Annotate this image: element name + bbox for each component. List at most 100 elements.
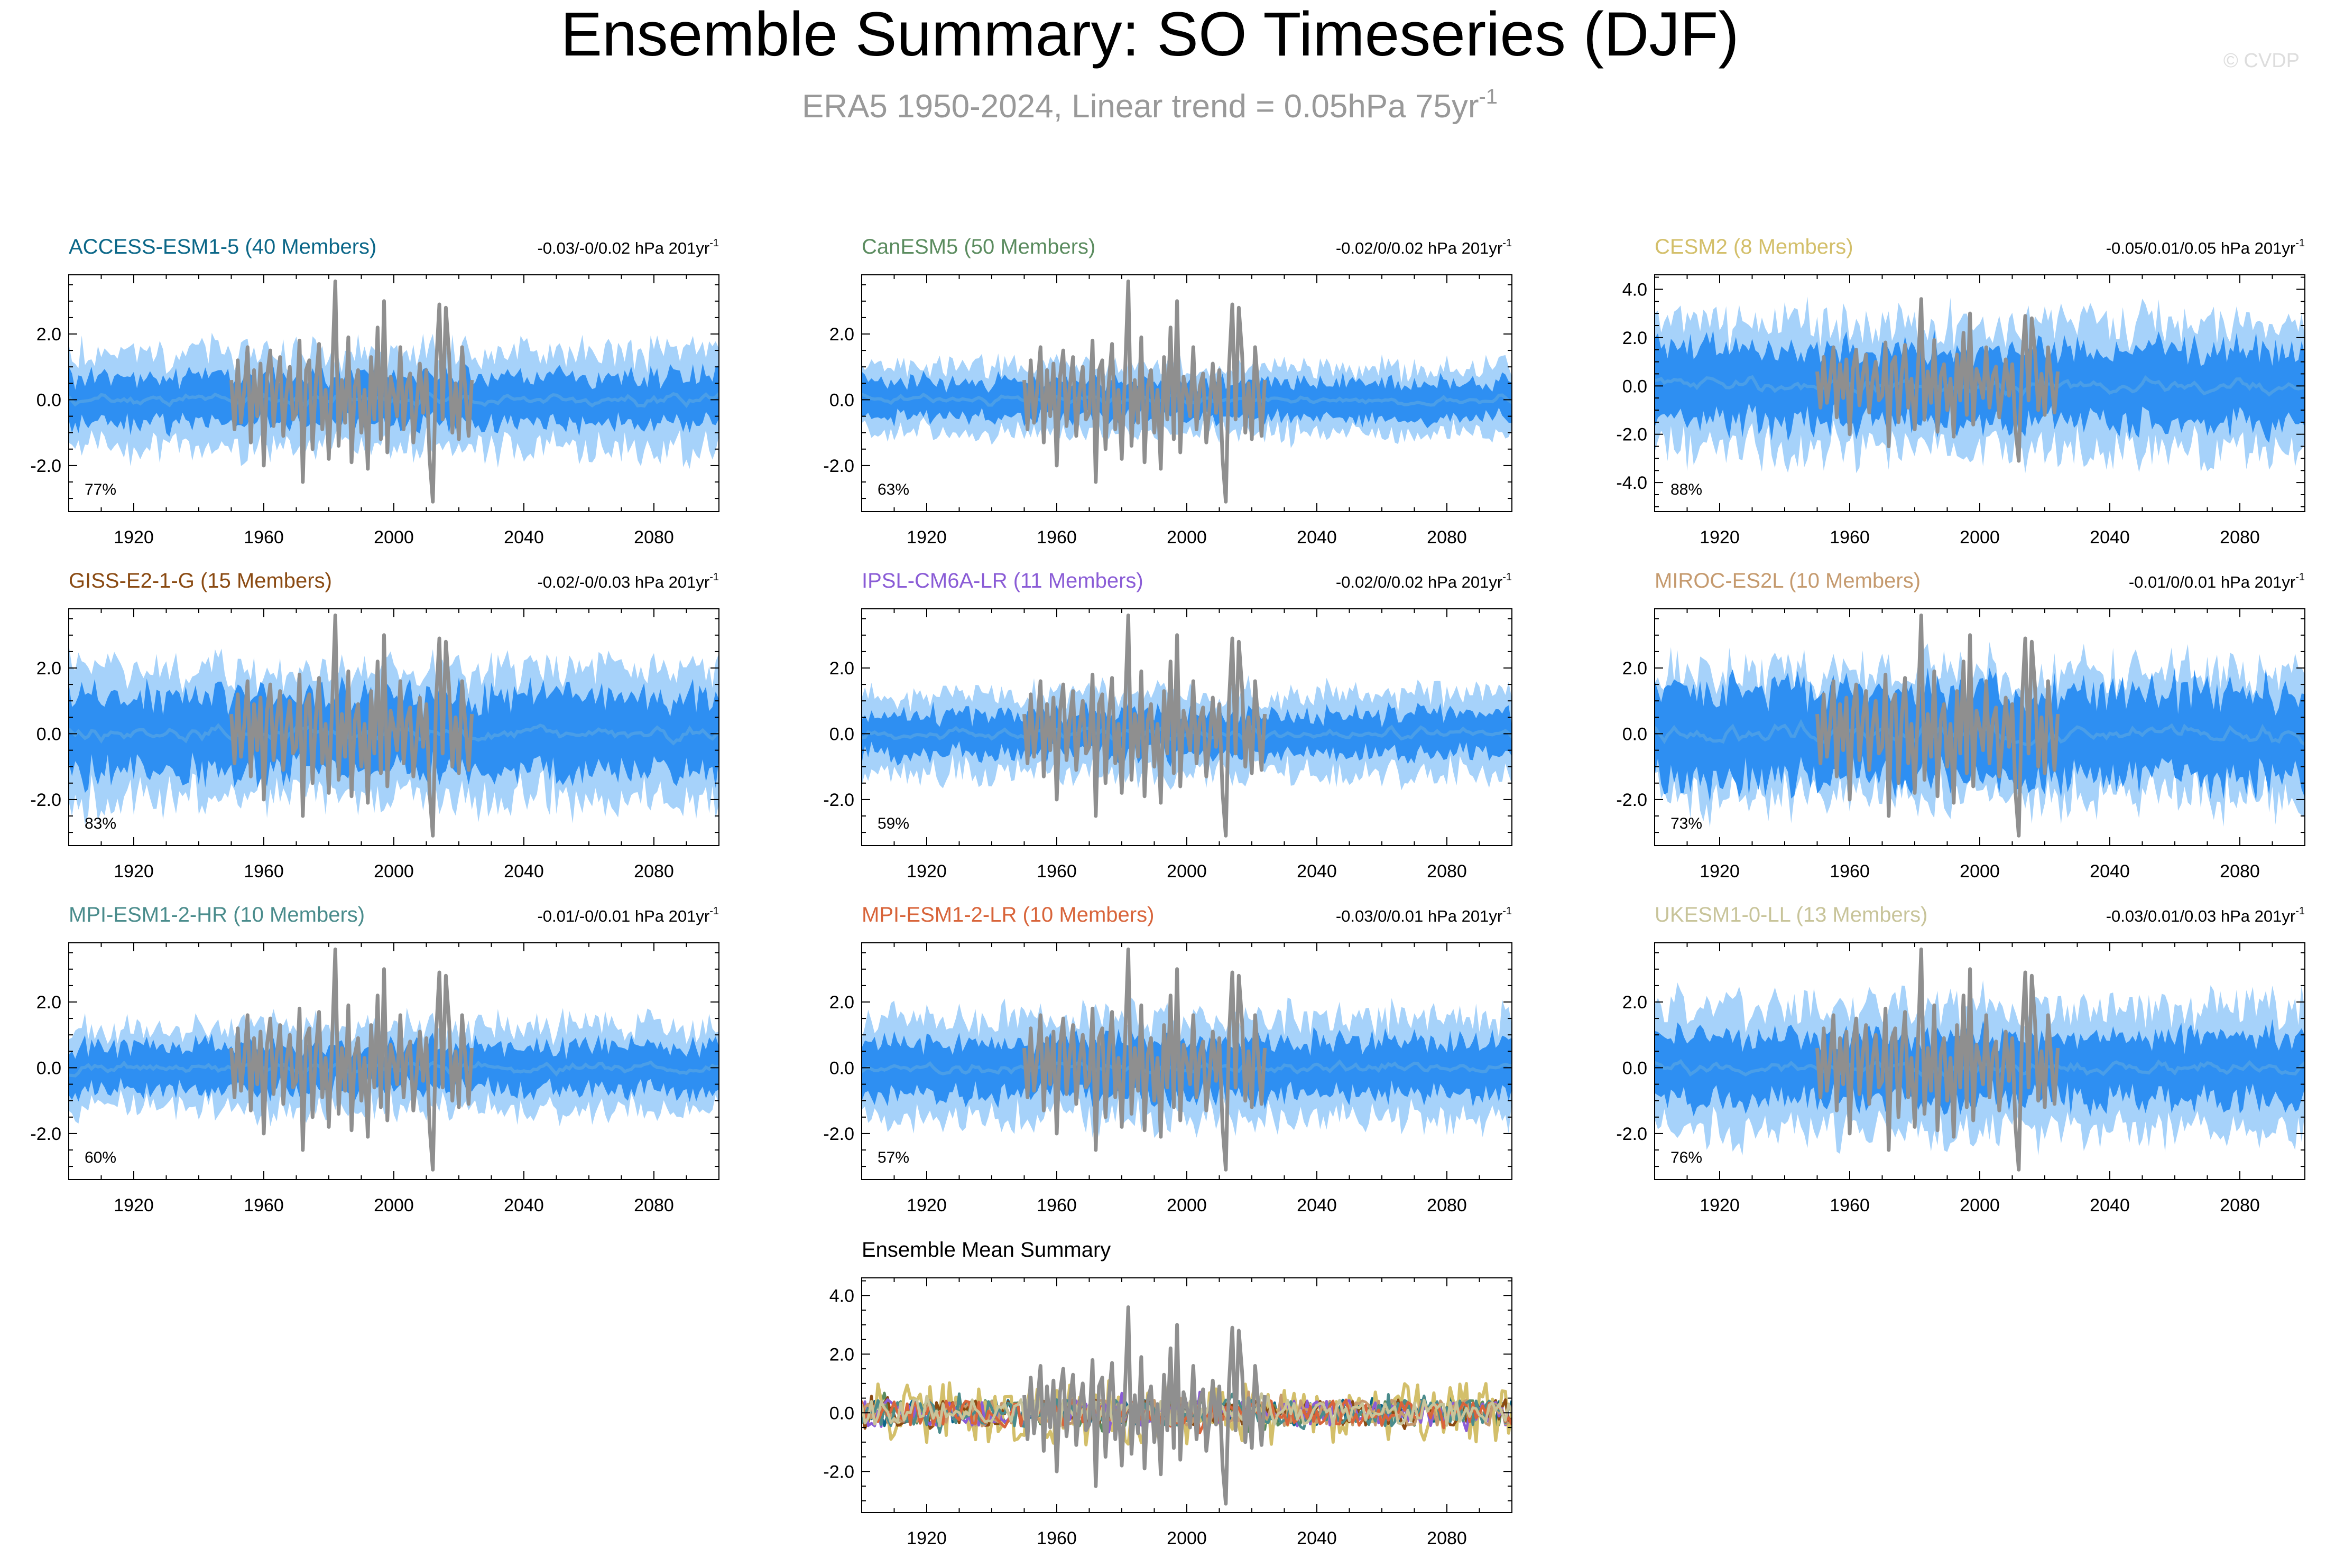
trend-superscript: -1 <box>1502 571 1512 583</box>
trend-text: -0.02/0/0.02 hPa 201yr <box>1336 573 1502 591</box>
trend-text: -0.03/0.01/0.03 hPa 201yr <box>2106 907 2295 925</box>
panel-trend: -0.02/-0/0.03 hPa 201yr-1 <box>537 571 719 591</box>
panel-title: GISS-E2-1-G (15 Members) <box>69 569 332 592</box>
y-tick-label: 2.0 <box>829 1344 854 1365</box>
x-tick-label: 2080 <box>634 861 674 882</box>
x-tick-label: 2000 <box>374 527 414 548</box>
x-tick-label: 2040 <box>1297 527 1337 548</box>
panel-ensemble-mean-summary: 1920 1960 2000 2040 2080 -2.0 0.0 2.0 4.0 Ensembl… <box>823 1238 1512 1548</box>
panel-pct: 57% <box>878 1149 909 1166</box>
x-tick-label: 1960 <box>1830 861 1870 882</box>
observed-era5-line <box>229 613 474 838</box>
panel-pct: 59% <box>878 815 909 832</box>
trend-text: -0.03/0/0.01 hPa 201yr <box>1336 907 1502 925</box>
x-tick-label: 1960 <box>1037 1195 1077 1216</box>
panel-trend: -0.03/-0/0.02 hPa 201yr-1 <box>537 237 719 257</box>
trend-superscript: -1 <box>709 905 719 917</box>
panel-access-esm1-5: 1920 1960 2000 2040 2080 -2.0 0.0 2.0 ACCESS-ESM… <box>30 235 719 548</box>
y-tick-label: -2.0 <box>30 456 61 476</box>
x-tick-label: 2040 <box>504 861 544 882</box>
panel-pct: 73% <box>1670 815 1702 832</box>
y-tick-label: 0.0 <box>829 724 854 744</box>
panel-giss-e2-1-g: 1920 1960 2000 2040 2080 -2.0 0.0 2.0 GISS-E2-1-… <box>30 569 719 882</box>
plot-area <box>862 947 1512 1172</box>
x-tick-label: 1920 <box>907 1528 947 1548</box>
y-tick-label: 0.0 <box>829 1058 854 1078</box>
trend-text: -0.05/0.01/0.05 hPa 201yr <box>2106 239 2295 257</box>
x-tick-label: 1960 <box>1037 527 1077 548</box>
x-tick-label: 2000 <box>1960 527 2000 548</box>
panel-trend: -0.02/0/0.02 hPa 201yr-1 <box>1336 571 1512 591</box>
x-tick-label: 2040 <box>2090 1195 2130 1216</box>
panel-title: MIROC-ES2L (10 Members) <box>1655 569 1921 592</box>
y-tick-label: -2.0 <box>1616 790 1647 810</box>
trend-text: -0.01/0/0.01 hPa 201yr <box>2129 573 2295 591</box>
panel-cesm2: 1920 1960 2000 2040 2080 -4.0 -2.0 0.0 2.0 4.0 CES… <box>1616 235 2305 548</box>
y-tick-label: 0.0 <box>829 1403 854 1423</box>
x-tick-label: 1920 <box>907 861 947 882</box>
panel-pct: 63% <box>878 481 909 498</box>
x-tick-label: 1920 <box>1700 527 1740 548</box>
y-tick-label: 2.0 <box>36 658 61 679</box>
observed-era5-line <box>1815 947 2060 1172</box>
y-tick-label: 2.0 <box>1622 658 1647 679</box>
trend-superscript: -1 <box>2295 237 2305 249</box>
x-tick-label: 1960 <box>244 1195 284 1216</box>
y-tick-label: 2.0 <box>36 992 61 1013</box>
trend-superscript: -1 <box>1502 237 1512 249</box>
panel-trend: -0.03/0.01/0.03 hPa 201yr-1 <box>2106 905 2305 925</box>
observed-era5-line <box>1022 279 1267 504</box>
x-tick-label: 1960 <box>1830 1195 1870 1216</box>
x-tick-label: 2080 <box>1427 1528 1467 1548</box>
figure-subtitle: ERA5 1950-2024, Linear trend = 0.05hPa 7… <box>802 85 1498 125</box>
trend-text: -0.02/-0/0.03 hPa 201yr <box>537 573 709 591</box>
panel-pct: 88% <box>1670 481 1702 498</box>
y-tick-label: 0.0 <box>829 390 854 410</box>
y-tick-label: -2.0 <box>1616 425 1647 445</box>
trend-superscript: -1 <box>2295 571 2305 583</box>
y-tick-label: 0.0 <box>1622 1058 1647 1078</box>
plot-area <box>1655 947 2305 1172</box>
plot-area <box>69 613 719 838</box>
x-tick-label: 1960 <box>1037 861 1077 882</box>
x-tick-label: 2080 <box>2220 1195 2260 1216</box>
panel-title: Ensemble Mean Summary <box>862 1238 1111 1261</box>
figure-title: Ensemble Summary: SO Timeseries (DJF) <box>560 0 1739 69</box>
subtitle-superscript: -1 <box>1479 85 1498 108</box>
panel-trend: -0.02/0/0.02 hPa 201yr-1 <box>1336 237 1512 257</box>
observed-era5-line <box>1022 613 1267 838</box>
x-tick-label: 2000 <box>374 1195 414 1216</box>
x-tick-label: 2000 <box>1167 861 1207 882</box>
y-tick-label: 4.0 <box>1622 280 1647 300</box>
observed-era5-line <box>1022 1305 1267 1506</box>
y-tick-label: -2.0 <box>30 1124 61 1144</box>
panel-ipsl-cm6a-lr: 1920 1960 2000 2040 2080 -2.0 0.0 2.0 IPSL-CM6A-… <box>823 569 1512 882</box>
y-tick-label: -4.0 <box>1616 473 1647 493</box>
panel-pct: 60% <box>85 1149 116 1166</box>
panel-grid: 1920 1960 2000 2040 2080 -2.0 0.0 2.0 ACCESS-ESM… <box>30 235 2305 1548</box>
x-tick-label: 2000 <box>1167 527 1207 548</box>
plot-area <box>862 279 1512 504</box>
y-tick-label: 0.0 <box>1622 724 1647 744</box>
panel-trend: -0.05/0.01/0.05 hPa 201yr-1 <box>2106 237 2305 257</box>
x-tick-label: 2040 <box>504 527 544 548</box>
y-tick-label: 2.0 <box>829 324 854 345</box>
panel-trend: -0.03/0/0.01 hPa 201yr-1 <box>1336 905 1512 925</box>
trend-superscript: -1 <box>709 571 719 583</box>
observed-era5-line <box>1815 613 2060 838</box>
y-tick-label: -2.0 <box>1616 1124 1647 1144</box>
panel-title: ACCESS-ESM1-5 (40 Members) <box>69 235 376 258</box>
panel-canesm5: 1920 1960 2000 2040 2080 -2.0 0.0 2.0 CanESM5 (5… <box>823 235 1512 548</box>
x-tick-label: 1920 <box>114 861 154 882</box>
panel-title: MPI-ESM1-2-HR (10 Members) <box>69 903 365 926</box>
panel-title: CanESM5 (50 Members) <box>862 235 1095 258</box>
x-tick-label: 2040 <box>1297 861 1337 882</box>
x-tick-label: 2080 <box>634 527 674 548</box>
x-tick-label: 1960 <box>1830 527 1870 548</box>
observed-era5-line <box>229 279 474 504</box>
x-tick-label: 1920 <box>114 527 154 548</box>
panel-mpi-esm1-2-hr: 1920 1960 2000 2040 2080 -2.0 0.0 2.0 MPI-ESM1-2… <box>30 903 719 1216</box>
y-tick-label: 2.0 <box>829 992 854 1013</box>
y-tick-label: 0.0 <box>36 724 61 744</box>
